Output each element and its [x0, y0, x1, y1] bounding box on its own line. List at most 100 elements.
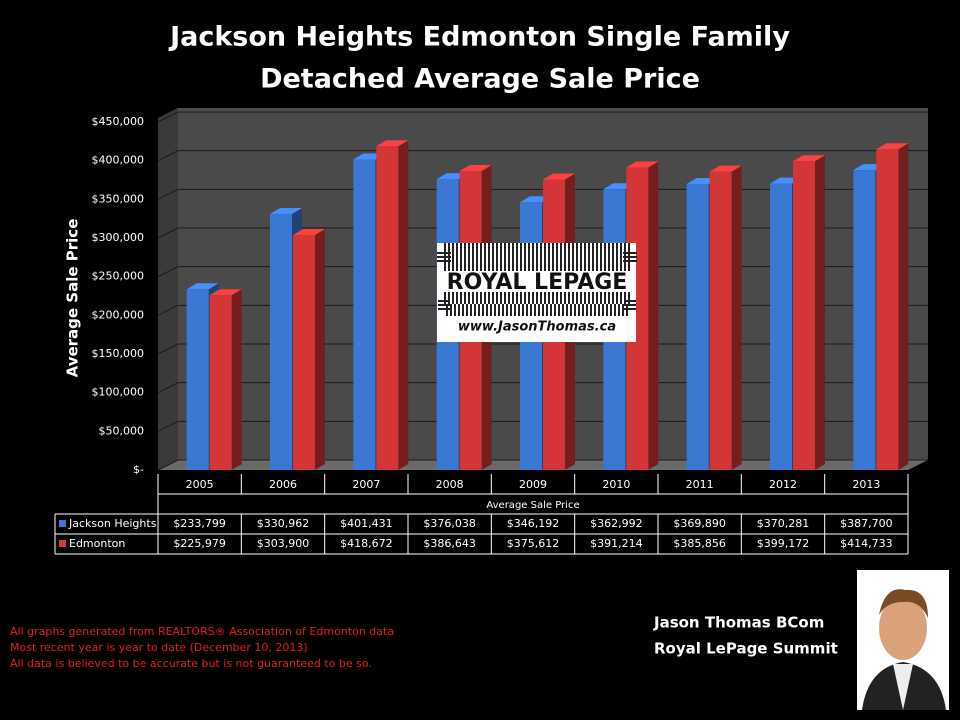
plot-side-wall	[158, 108, 178, 470]
bar	[709, 171, 732, 471]
photo-shirt	[893, 664, 913, 710]
y-tick-label: $350,000	[92, 192, 145, 205]
value-label: $346,192	[507, 517, 560, 530]
x-tick-label: 2011	[686, 478, 714, 491]
bar	[293, 234, 315, 470]
bar-top	[293, 228, 325, 235]
bar	[686, 183, 709, 471]
y-tick-label: $450,000	[92, 115, 145, 128]
x-tick-label: 2006	[269, 478, 297, 491]
logo-stripes	[437, 243, 637, 271]
agent-office: Royal LePage Summit	[654, 640, 838, 658]
grid-line	[157, 111, 928, 123]
bar-top	[793, 155, 825, 162]
y-tick-label: $250,000	[92, 270, 145, 283]
bar	[376, 146, 399, 470]
grid-line	[157, 459, 928, 471]
value-label: $303,900	[257, 537, 310, 550]
footnote: All graphs generated from REALTORS® Asso…	[10, 625, 394, 638]
photo-hair	[879, 589, 928, 618]
value-label: $233,799	[173, 517, 226, 530]
bar	[876, 149, 899, 471]
footnote: Most recent year is year to date (Decemb…	[10, 641, 308, 654]
x-tick-label: 2010	[602, 478, 630, 491]
value-label: $401,431	[340, 517, 393, 530]
bar-side	[731, 165, 742, 471]
value-label: $369,890	[673, 517, 726, 530]
grid-line	[157, 343, 928, 355]
grid-line	[157, 266, 928, 278]
legend-swatch	[59, 540, 66, 547]
value-label: $414,733	[840, 537, 893, 550]
legend-swatch	[59, 520, 66, 527]
bar	[793, 161, 815, 470]
x-tick-label: 2013	[852, 478, 880, 491]
grid-line	[157, 188, 928, 200]
logo: ROYAL LEPAGE www.JasonThomas.ca	[437, 243, 637, 342]
value-label: $375,612	[507, 537, 560, 550]
value-label: $418,672	[340, 537, 393, 550]
x-tick-label: 2007	[352, 478, 380, 491]
value-label: $399,172	[757, 537, 810, 550]
y-tick-label: $50,000	[99, 424, 145, 437]
y-tick-label: $400,000	[92, 154, 145, 167]
bar-side	[898, 143, 909, 471]
value-label: $376,038	[423, 517, 476, 530]
y-tick-label: $300,000	[92, 231, 145, 244]
legend-label: Edmonton	[69, 537, 125, 550]
bar-top	[709, 165, 742, 172]
grid-line	[157, 382, 928, 394]
bar-side	[231, 289, 242, 470]
bar	[853, 170, 876, 471]
bar-side	[398, 140, 409, 470]
value-label: $385,856	[673, 537, 726, 550]
x-tick-label: 2005	[186, 478, 214, 491]
value-label: $391,214	[590, 537, 643, 550]
value-label: $225,979	[173, 537, 226, 550]
bar	[770, 183, 792, 470]
bar-top	[186, 283, 219, 290]
bar-top	[209, 289, 242, 296]
chart-title: Detached Average Sale Price	[260, 64, 700, 95]
legend-label: Jackson Heights	[68, 517, 157, 530]
x-tick-label: 2008	[436, 478, 464, 491]
bar-top	[376, 140, 409, 147]
logo-stripes	[438, 292, 636, 316]
y-tick-label: $-	[133, 463, 144, 476]
chart-title: Jackson Heights Edmonton Single Family	[168, 22, 790, 53]
value-label: $386,643	[423, 537, 476, 550]
value-label: $370,281	[757, 517, 810, 530]
bar	[209, 295, 232, 470]
y-tick-label: $150,000	[92, 347, 145, 360]
bar-top	[876, 143, 909, 150]
bar-side	[315, 228, 325, 470]
y-axis-title: Average Sale Price	[64, 219, 82, 378]
grid-line	[157, 150, 928, 162]
bar-top	[543, 173, 575, 180]
bar-top	[626, 161, 659, 168]
grid-line	[157, 304, 928, 316]
bar-side	[648, 161, 659, 470]
agent-photo	[857, 570, 949, 710]
photo-face	[879, 596, 927, 660]
footnote: All data is believed to be accurate but …	[10, 657, 372, 670]
logo-website: www.JasonThomas.ca	[458, 320, 616, 335]
x-axis-title: Average Sale Price	[486, 500, 579, 511]
bar-side	[815, 155, 825, 470]
x-tick-label: 2009	[519, 478, 547, 491]
logo-brand: ROYAL LEPAGE	[447, 270, 628, 295]
value-label: $330,962	[257, 517, 310, 530]
bar	[353, 159, 376, 470]
bar-top	[270, 208, 302, 215]
y-tick-label: $100,000	[92, 386, 145, 399]
value-label: $362,992	[590, 517, 643, 530]
grid-line	[157, 420, 928, 432]
value-label: $387,700	[840, 517, 893, 530]
bar	[186, 289, 209, 470]
bar-top	[459, 164, 492, 171]
y-tick-label: $200,000	[92, 308, 145, 321]
agent-name: Jason Thomas BCom	[653, 614, 824, 632]
grid-line	[157, 227, 928, 239]
bar	[270, 214, 292, 470]
